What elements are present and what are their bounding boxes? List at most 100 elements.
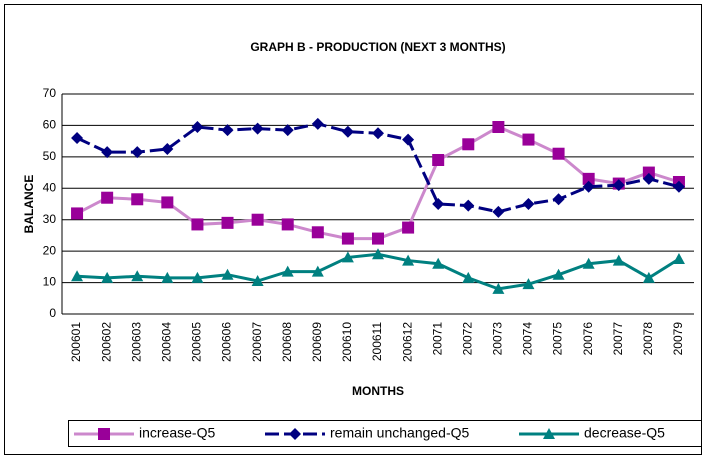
data-point <box>71 132 84 144</box>
data-point <box>251 122 264 135</box>
x-tick-label: 20077 <box>611 322 625 356</box>
x-tick-label: 200607 <box>250 322 264 362</box>
data-point <box>341 232 354 245</box>
x-tick-label: 20078 <box>641 322 655 356</box>
data-point <box>191 121 204 133</box>
data-point <box>642 166 655 179</box>
data-point <box>161 196 174 209</box>
data-point <box>462 138 475 151</box>
data-point <box>432 257 445 269</box>
legend-label: increase-Q5 <box>139 425 215 441</box>
legend-marker <box>543 428 555 439</box>
data-point <box>672 253 685 264</box>
y-tick-label: 10 <box>43 275 57 289</box>
x-tick-label: 20071 <box>430 322 444 356</box>
data-point <box>582 257 595 269</box>
data-point <box>311 265 324 277</box>
chart-border <box>4 4 702 455</box>
data-point <box>71 207 84 220</box>
data-point <box>552 268 565 280</box>
x-tick-label: 200606 <box>220 322 234 362</box>
data-point <box>522 278 535 290</box>
data-point <box>462 199 475 212</box>
x-tick-label: 20076 <box>581 322 595 356</box>
data-point <box>131 270 144 282</box>
x-tick-label: 20075 <box>551 322 565 356</box>
x-tick-label: 200608 <box>280 322 294 362</box>
data-point <box>402 254 415 266</box>
data-point <box>281 124 294 137</box>
data-point <box>402 221 415 234</box>
legend-marker <box>289 428 301 440</box>
data-point <box>341 125 354 138</box>
data-point <box>221 124 234 137</box>
data-point <box>612 179 625 192</box>
y-axis-title: BALANCE <box>22 175 36 234</box>
y-tick-label: 70 <box>43 86 57 100</box>
y-tick-label: 30 <box>43 212 57 226</box>
data-point <box>372 248 384 260</box>
data-point <box>492 121 505 133</box>
x-tick-label: 200602 <box>99 322 113 362</box>
data-point <box>101 271 114 283</box>
x-tick-label: 20072 <box>460 322 474 356</box>
data-point <box>101 191 114 204</box>
legend-box <box>68 420 702 447</box>
data-point <box>281 265 294 277</box>
x-tick-label: 20073 <box>491 322 505 356</box>
data-point <box>221 216 234 229</box>
data-point <box>251 213 264 226</box>
data-point <box>311 117 324 130</box>
data-point <box>402 133 415 146</box>
data-point <box>131 193 144 206</box>
data-point <box>311 226 324 239</box>
data-point <box>161 143 174 155</box>
x-tick-label: 200603 <box>129 322 143 362</box>
data-point <box>432 198 445 210</box>
chart-title: GRAPH B - PRODUCTION (NEXT 3 MONTHS) <box>250 40 505 54</box>
y-tick-label: 20 <box>43 243 57 257</box>
y-tick-label: 40 <box>43 180 57 194</box>
x-tick-label: 200612 <box>400 322 414 362</box>
x-axis-title: MONTHS <box>352 384 404 398</box>
data-point <box>432 154 445 166</box>
data-point <box>612 254 625 266</box>
x-tick-label: 200610 <box>340 322 354 362</box>
data-point <box>101 146 114 159</box>
y-tick-label: 60 <box>43 118 57 132</box>
y-tick-label: 50 <box>43 149 57 163</box>
data-point <box>642 271 655 283</box>
data-point <box>552 193 565 206</box>
x-tick-label: 200601 <box>69 322 83 362</box>
data-point <box>642 172 655 185</box>
y-tick-label: 0 <box>49 306 56 320</box>
data-point <box>191 271 204 283</box>
legend-label: remain unchanged-Q5 <box>330 425 470 441</box>
data-point <box>522 198 535 210</box>
x-tick-label: 200609 <box>310 322 324 362</box>
data-point <box>161 271 174 283</box>
x-tick-label: 200604 <box>160 322 174 362</box>
data-point <box>672 180 685 193</box>
data-point <box>71 270 84 282</box>
x-tick-label: 20074 <box>521 322 535 356</box>
data-point <box>372 232 384 245</box>
legend-label: decrease-Q5 <box>584 425 665 441</box>
data-point <box>582 172 595 185</box>
data-point <box>492 282 505 294</box>
x-tick-label: 200611 <box>370 322 384 361</box>
data-point <box>462 271 475 283</box>
data-point <box>372 127 384 140</box>
data-point <box>492 205 505 218</box>
data-point <box>341 251 354 263</box>
x-tick-label: 20079 <box>671 322 685 356</box>
data-point <box>582 180 595 193</box>
data-point <box>221 268 234 280</box>
legend-marker <box>98 428 110 440</box>
data-point <box>251 275 264 286</box>
data-point <box>522 133 535 146</box>
data-point <box>131 146 144 159</box>
data-point <box>281 218 294 231</box>
data-point <box>191 218 204 231</box>
